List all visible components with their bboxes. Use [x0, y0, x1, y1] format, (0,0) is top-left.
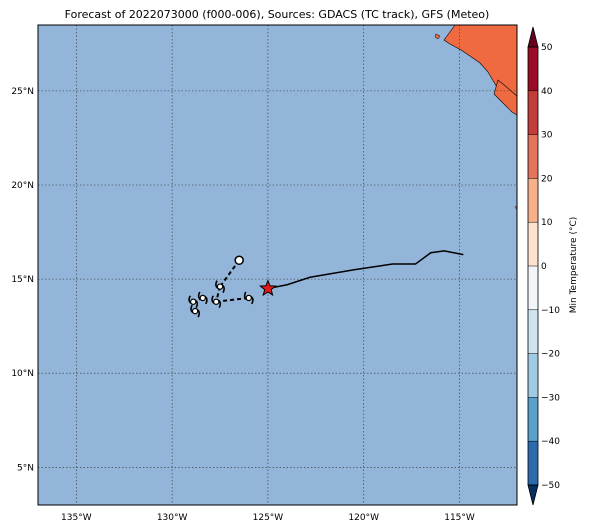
colorbar-max-extension — [527, 26, 539, 48]
colorbar-tick-label: 10 — [541, 218, 553, 228]
colorbar-tick-label: −10 — [541, 306, 560, 316]
colorbar-min-extension — [527, 484, 539, 506]
past-position-marker — [190, 304, 201, 318]
past-track-segment — [219, 259, 240, 288]
lon-tick-label: 130°W — [157, 513, 188, 523]
latitude-ticks: 25°N 20°N 15°N 10°N 5°N — [11, 87, 34, 473]
position-circle — [212, 298, 220, 305]
lat-tick-label: 20°N — [11, 181, 34, 191]
past-position-marker — [188, 295, 199, 309]
map-title: Forecast of 2022073000 (f000-006), Sourc… — [65, 8, 490, 21]
past-position-marker — [234, 255, 244, 266]
position-circle — [189, 298, 197, 305]
lon-tick-label: 115°W — [444, 513, 475, 523]
past-track-segment — [216, 296, 249, 303]
colorbar-band — [528, 266, 538, 311]
past-position-marker — [243, 291, 254, 305]
longitude-ticks: 135°W 130°W 125°W 120°W 115°W — [61, 513, 475, 523]
ocean-background — [38, 25, 517, 505]
colorbar-band — [528, 90, 538, 136]
position-circle — [191, 307, 199, 315]
lon-tick-label: 135°W — [61, 513, 92, 523]
colorbar-tick-label: 30 — [541, 131, 553, 141]
current-position-star-icon — [258, 279, 277, 297]
storm-track — [188, 250, 464, 318]
position-circle — [245, 294, 252, 302]
past-position-marker — [215, 280, 225, 294]
past-position-marker — [211, 295, 222, 309]
island-land — [434, 33, 441, 40]
colorbar-band — [528, 441, 538, 486]
lat-tick-label: 15°N — [11, 275, 34, 285]
lat-tick-label: 10°N — [11, 369, 34, 379]
colorbar-band — [528, 309, 538, 355]
forecast-track-line — [267, 250, 464, 290]
lat-tick-label: 25°N — [11, 87, 34, 97]
colorbar-band — [528, 178, 538, 223]
colorbar-tick-label: 20 — [541, 174, 553, 184]
colorbar-tick-label: −50 — [541, 481, 560, 491]
lon-tick-label: 120°W — [348, 513, 379, 523]
lon-tick-label: 125°W — [253, 513, 284, 523]
colorbar-tick-label: −40 — [541, 437, 560, 447]
plot-frame — [37, 24, 518, 506]
plot-area — [37, 24, 518, 506]
graticule — [38, 25, 517, 505]
colorbar-band — [528, 134, 538, 179]
past-position-marker — [197, 291, 208, 305]
colorbar-band — [528, 222, 538, 267]
colorbar-label: Min Temperature (°C) — [569, 217, 579, 314]
lat-tick-label: 5°N — [17, 463, 34, 473]
colorbar-ticks: 50 40 30 20 10 0 −10 −20 −30 −40 −50 — [528, 43, 560, 491]
colorbar-tick-label: 0 — [541, 262, 547, 272]
position-circle — [216, 283, 224, 290]
colorbar-band — [528, 397, 538, 442]
colorbar-band — [528, 353, 538, 398]
position-circle — [199, 294, 206, 302]
colorbar-tick-label: −20 — [541, 350, 560, 360]
colorbar-tick-label: 40 — [541, 87, 553, 97]
colorbar-tick-label: 50 — [541, 43, 553, 53]
position-circle — [234, 255, 244, 266]
colorbar-tick-label: −30 — [541, 393, 560, 403]
colorbar-band — [528, 47, 538, 92]
